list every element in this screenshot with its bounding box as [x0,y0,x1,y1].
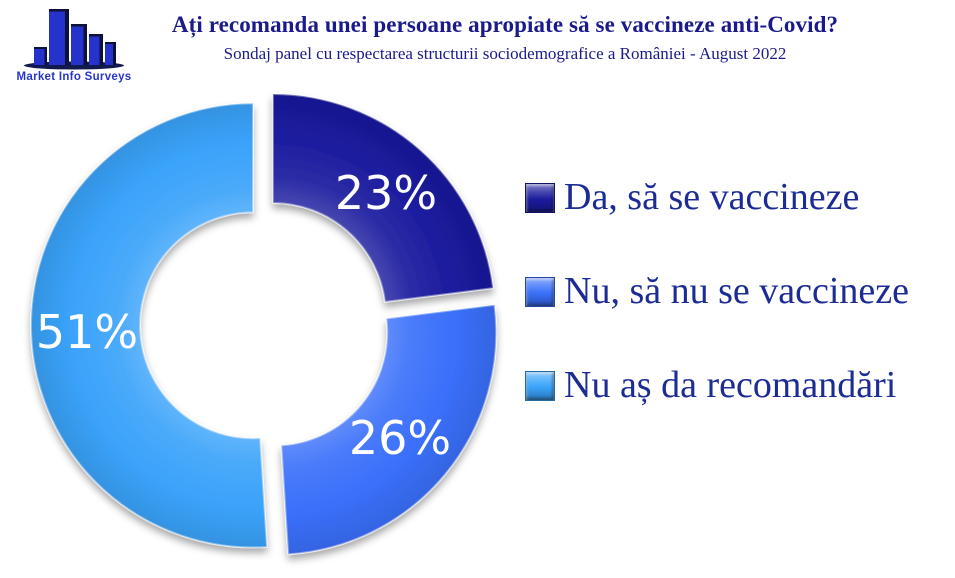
donut-slice-0 [271,92,495,303]
slice-label-nu-as-da: 51% [35,305,139,359]
legend-label: Nu aș da recomandări [564,363,897,406]
legend-item-nu-as-da: Nu aș da recomandări [525,363,909,406]
legend: Da, să se vaccineze Nu, să nu se vaccine… [525,176,910,406]
header: Ați recomanda unei persoane apropiate să… [0,10,955,65]
legend-marker-skyblue-icon [525,370,555,401]
slice-label-nu: 26% [348,411,452,465]
slice-label-da: 23% [334,166,438,220]
legend-item-da: Da, să se vaccineze [525,176,909,218]
logo-text: Market Info Surveys [17,71,132,83]
legend-marker-blue-icon [525,276,555,307]
page-subtitle: Sondaj panel cu respectarea structurii s… [223,44,787,63]
donut-chart [30,92,498,556]
legend-marker-navy-icon [525,182,555,213]
donut-slice-1 [280,303,498,556]
legend-label: Nu, să nu se vaccineze [564,269,910,312]
logo-buildings-icon: Market Info Surveys [17,9,132,83]
legend-item-nu: Nu, să nu se vaccineze [525,269,910,312]
market-info-surveys-logo: Market Info Surveys [17,9,132,83]
legend-label: Da, să se vaccineze [564,176,860,218]
page-title: Ați recomanda unei persoane apropiate să… [171,12,839,37]
donut-slice-2 [30,102,268,549]
